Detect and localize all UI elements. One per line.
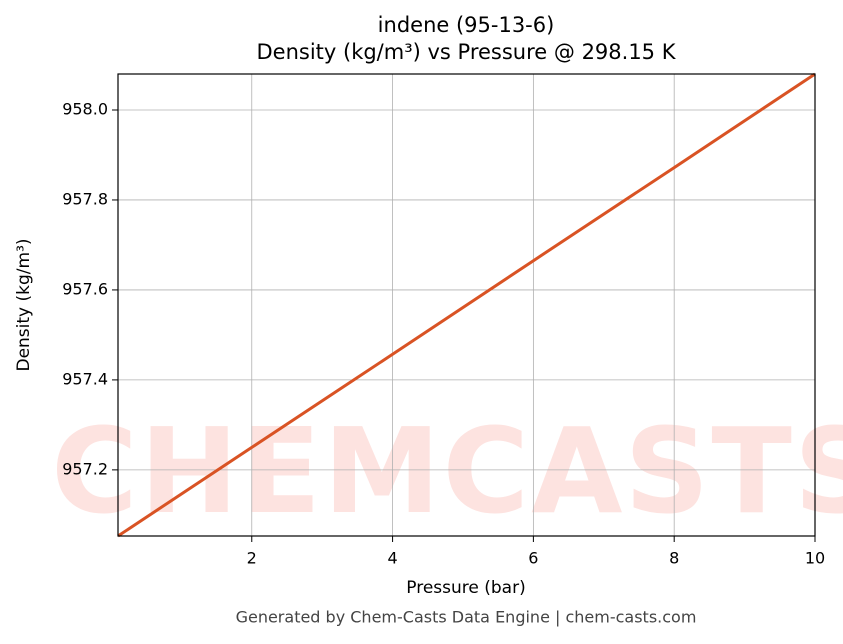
chart-title: indene (95-13-6) <box>378 13 555 37</box>
y-tick-label: 957.4 <box>62 369 108 388</box>
chart-subtitle: Density (kg/m³) vs Pressure @ 298.15 K <box>256 40 676 64</box>
footer: Generated by Chem-Casts Data Engine | ch… <box>236 608 697 627</box>
data-line <box>117 72 816 538</box>
x-tick-label: 10 <box>805 549 825 568</box>
y-tick-label: 957.6 <box>62 279 108 298</box>
x-tick-label: 2 <box>247 549 257 568</box>
y-tick-label: 957.8 <box>62 189 108 208</box>
x-tick-label: 4 <box>387 549 397 568</box>
x-axis-label: Pressure (bar) <box>406 578 525 598</box>
y-tick-label: 958.0 <box>62 99 108 118</box>
y-axis-label: Density (kg/m³) <box>14 238 34 371</box>
plot-frame <box>117 73 816 537</box>
x-tick-label: 8 <box>669 549 679 568</box>
x-tick-label: 6 <box>528 549 538 568</box>
y-tick-label: 957.2 <box>62 459 108 478</box>
watermark: CHEMCASTS <box>51 402 843 540</box>
